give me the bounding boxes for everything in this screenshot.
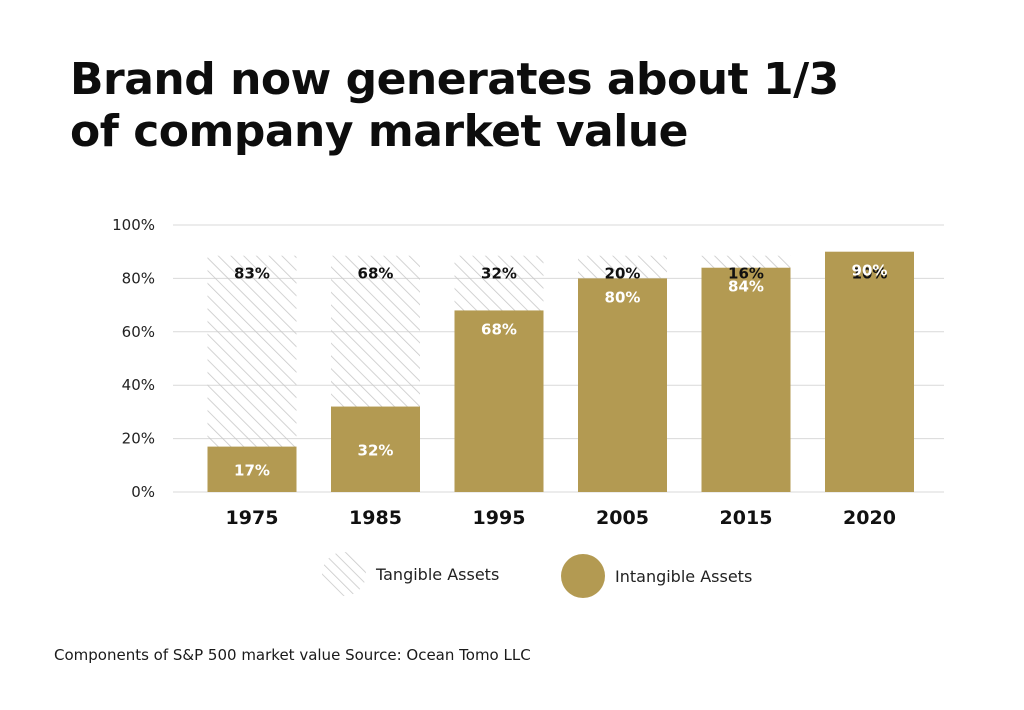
bar-intangible bbox=[578, 278, 667, 492]
data-label-intangible: 84% bbox=[728, 278, 764, 296]
x-axis-tick-labels: 1975 1985 1995 2005 2015 2020 bbox=[226, 507, 896, 529]
data-label-intangible: 68% bbox=[481, 320, 517, 338]
data-label-tangible: 20% bbox=[605, 265, 641, 283]
data-label-intangible: 32% bbox=[358, 441, 394, 459]
data-label-tangible: 16% bbox=[728, 265, 764, 283]
bar-intangible bbox=[825, 251, 914, 492]
bar-intangible bbox=[207, 446, 297, 492]
x-tick-label: 1985 bbox=[349, 507, 402, 529]
source-footnote: Components of S&P 500 market value Sourc… bbox=[54, 646, 531, 664]
bar-intangible bbox=[454, 310, 544, 492]
y-tick-label: 80% bbox=[122, 269, 155, 287]
y-tick-label: 40% bbox=[122, 376, 155, 394]
y-tick-label: 100% bbox=[112, 216, 155, 234]
data-label-tangible: 32% bbox=[481, 265, 517, 283]
bars: 83% 17% 68% 32% 32% 68% 20% 80% 16%84% 10%90% bbox=[207, 251, 914, 492]
bar-intangible bbox=[701, 267, 791, 492]
x-tick-label: 2020 bbox=[843, 507, 896, 529]
x-tick-label: 2005 bbox=[596, 507, 649, 529]
data-label-tangible: 83% bbox=[234, 265, 270, 283]
stacked-bar-chart: 0% 20% 40% 60% 80% 100% 83% 17% 68% 32% 32% 68% 20%… bbox=[112, 216, 944, 529]
y-axis-tick-labels: 0% 20% 40% 60% 80% 100% bbox=[112, 216, 155, 501]
legend-label-intangible: Intangible Assets bbox=[615, 566, 753, 586]
chart-title-line-2: of company market value bbox=[70, 106, 689, 157]
bar-intangible bbox=[331, 406, 420, 492]
y-tick-label: 20% bbox=[122, 430, 155, 448]
y-tick-label: 60% bbox=[122, 323, 155, 341]
legend-label-tangible: Tangible Assets bbox=[376, 564, 500, 584]
tangible-hatch-swatch-icon bbox=[322, 552, 366, 596]
x-tick-label: 1995 bbox=[473, 507, 526, 529]
intangible-solid-swatch-icon bbox=[561, 554, 605, 598]
data-label-tangible: 10% bbox=[852, 265, 888, 283]
data-label-intangible: 80% bbox=[605, 288, 641, 306]
gridlines bbox=[173, 224, 944, 493]
legend: Tangible Assets Intangible Assets bbox=[0, 552, 1024, 602]
x-tick-label: 1975 bbox=[226, 507, 279, 529]
chart-title-line-1: Brand now generates about 1/3 bbox=[70, 54, 839, 105]
x-tick-label: 2015 bbox=[720, 507, 773, 529]
data-label-intangible: 17% bbox=[234, 461, 270, 479]
legend-item-tangible: Tangible Assets bbox=[322, 552, 499, 596]
y-tick-label: 0% bbox=[131, 483, 155, 501]
legend-item-intangible: Intangible Assets bbox=[561, 554, 752, 598]
data-label-tangible: 68% bbox=[358, 265, 394, 283]
data-label-intangible: 90% bbox=[852, 262, 888, 280]
chart-title: Brand now generates about 1/3 of company… bbox=[70, 54, 970, 158]
